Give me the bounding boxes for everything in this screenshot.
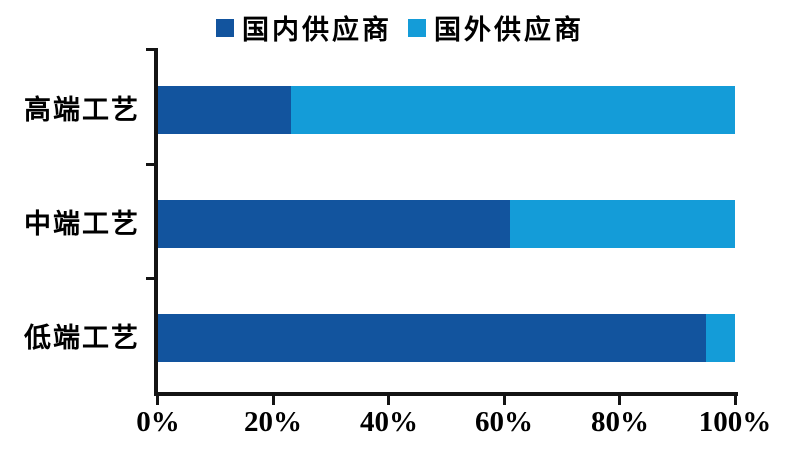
legend-swatch-foreign-icon [408,18,426,37]
bar-row-high-end [158,86,735,134]
x-tick-label-0: 0% [136,406,180,438]
legend-label-domestic: 国内供应商 [242,15,392,45]
legend-item-foreign: 国外供应商 [408,8,584,47]
category-label-high-end: 高端工艺 [24,95,140,125]
bar-segment-foreign [290,86,735,134]
x-axis-tick [618,396,621,405]
plot-area [158,50,735,392]
bar-segment-domestic [158,314,707,362]
x-axis-tick [156,396,159,405]
x-tick-label-80: 80% [591,406,649,438]
legend-swatch-domestic-icon [216,18,234,37]
x-tick-label-20: 20% [244,406,302,438]
chart-legend: 国内供应商 国外供应商 [0,8,800,47]
bar-row-mid-end [158,200,735,248]
bar-segment-foreign [706,314,735,362]
legend-item-domestic: 国内供应商 [216,8,392,47]
y-axis-tick [146,163,156,166]
y-axis-tick [146,48,156,51]
x-axis-tick [734,396,737,405]
x-axis-tick [503,396,506,405]
y-axis-tick [146,277,156,280]
x-tick-label-100: 100% [698,406,772,438]
x-axis-tick [272,396,275,405]
category-label-mid-end: 中端工艺 [24,209,140,239]
bar-row-low-end [158,314,735,362]
legend-label-foreign: 国外供应商 [434,15,584,45]
bar-segment-domestic [158,200,510,248]
bar-segment-foreign [509,200,735,248]
x-axis-line [154,392,738,396]
category-label-low-end: 低端工艺 [24,323,140,353]
y-axis-line [154,48,158,396]
x-tick-label-40: 40% [360,406,418,438]
x-tick-label-60: 60% [475,406,533,438]
x-axis-tick [387,396,390,405]
bar-segment-domestic [158,86,291,134]
